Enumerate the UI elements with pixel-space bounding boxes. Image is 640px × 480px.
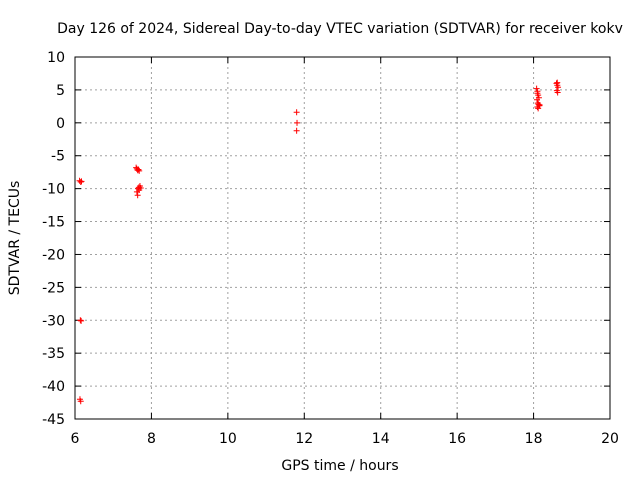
y-tick-label: -5 — [51, 149, 65, 165]
data-point — [535, 105, 542, 112]
data-point — [534, 96, 541, 103]
data-point — [555, 84, 562, 91]
grid — [75, 57, 610, 419]
y-tick-label: -30 — [42, 313, 65, 329]
x-axis-label: GPS time / hours — [281, 458, 398, 474]
y-axis-label: SDTVAR / TECUs — [7, 181, 23, 296]
data-point — [136, 186, 143, 193]
data-point — [136, 167, 143, 174]
x-tick-label: 14 — [372, 431, 390, 447]
x-tick-label: 18 — [525, 431, 543, 447]
x-tick-label: 16 — [448, 431, 466, 447]
data-point — [135, 166, 142, 173]
data-points — [76, 79, 562, 405]
y-tick-label: -15 — [42, 215, 65, 231]
data-point — [77, 317, 84, 324]
y-tick-label: 5 — [56, 83, 65, 99]
y-tick-label: 10 — [47, 50, 65, 66]
data-point — [534, 90, 541, 97]
x-tick-label: 12 — [295, 431, 313, 447]
data-point — [77, 398, 84, 405]
y-tick-label: 0 — [56, 116, 65, 132]
data-point — [293, 127, 300, 134]
data-point — [78, 178, 85, 185]
x-tick-label: 6 — [71, 431, 80, 447]
chart-title: Day 126 of 2024, Sidereal Day-to-day VTE… — [57, 21, 623, 37]
axis-ticks: 6 8 10 12 14 16 18 20 10 5 0 -5 -10 -15 -20 -25 -30 -35 -4… — [42, 50, 619, 447]
x-tick-label: 10 — [219, 431, 237, 447]
data-point — [536, 102, 543, 109]
data-point — [134, 192, 141, 199]
y-tick-label: -45 — [42, 412, 65, 428]
y-tick-label: -25 — [42, 280, 65, 296]
data-point — [293, 109, 300, 116]
data-point — [78, 317, 85, 324]
y-tick-label: -10 — [42, 182, 65, 198]
data-point — [554, 89, 561, 96]
data-point — [294, 119, 301, 126]
y-tick-label: -40 — [42, 379, 65, 395]
y-tick-label: -35 — [42, 346, 65, 362]
plot-frame — [74, 56, 611, 420]
data-point — [77, 179, 84, 186]
y-tick-label: -20 — [42, 247, 65, 263]
x-tick-label: 20 — [601, 431, 619, 447]
data-point — [533, 85, 540, 92]
data-point — [554, 79, 561, 86]
x-tick-label: 8 — [147, 431, 156, 447]
